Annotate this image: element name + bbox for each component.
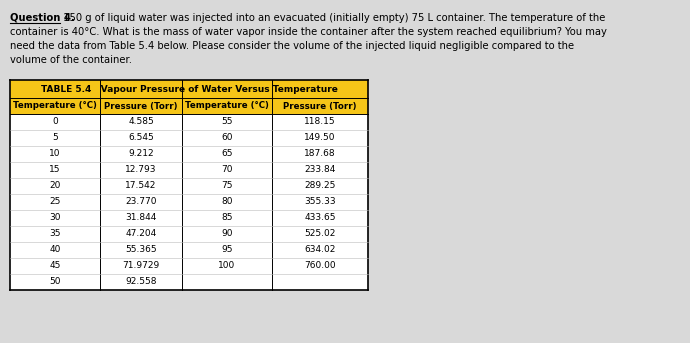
Text: 187.68: 187.68 — [304, 150, 336, 158]
Text: 40: 40 — [49, 246, 61, 255]
Text: 118.15: 118.15 — [304, 118, 336, 127]
Text: 85: 85 — [221, 213, 233, 223]
Text: 149.50: 149.50 — [304, 133, 336, 142]
Text: 75: 75 — [221, 181, 233, 190]
Text: 55.365: 55.365 — [125, 246, 157, 255]
Text: 100: 100 — [218, 261, 235, 271]
Text: 47.204: 47.204 — [126, 229, 157, 238]
Text: need the data from Table 5.4 below. Please consider the volume of the injected l: need the data from Table 5.4 below. Plea… — [10, 41, 574, 51]
Text: Pressure (Torr): Pressure (Torr) — [284, 102, 357, 110]
Text: Temperature (°C): Temperature (°C) — [185, 102, 269, 110]
Text: 25: 25 — [49, 198, 61, 206]
Text: Temperature (°C): Temperature (°C) — [13, 102, 97, 110]
Text: 95: 95 — [221, 246, 233, 255]
Text: 355.33: 355.33 — [304, 198, 336, 206]
Text: container is 40°C. What is the mass of water vapor inside the container after th: container is 40°C. What is the mass of w… — [10, 27, 607, 37]
Text: 71.9729: 71.9729 — [122, 261, 159, 271]
Text: 30: 30 — [49, 213, 61, 223]
Text: 289.25: 289.25 — [304, 181, 336, 190]
Text: 90: 90 — [221, 229, 233, 238]
Text: 433.65: 433.65 — [304, 213, 336, 223]
Bar — [10, 98, 368, 114]
Text: 9.212: 9.212 — [128, 150, 154, 158]
Text: 0: 0 — [52, 118, 58, 127]
Text: 35: 35 — [49, 229, 61, 238]
Text: 6.545: 6.545 — [128, 133, 154, 142]
Text: 60: 60 — [221, 133, 233, 142]
Text: 50: 50 — [49, 277, 61, 286]
Bar — [10, 114, 368, 290]
Text: 525.02: 525.02 — [304, 229, 336, 238]
Text: 55: 55 — [221, 118, 233, 127]
Text: 10: 10 — [49, 150, 61, 158]
Text: 92.558: 92.558 — [126, 277, 157, 286]
Text: 20: 20 — [49, 181, 61, 190]
Text: 70: 70 — [221, 166, 233, 175]
Text: 17.542: 17.542 — [126, 181, 157, 190]
Text: 45: 45 — [49, 261, 61, 271]
Text: 5: 5 — [52, 133, 58, 142]
Text: 31.844: 31.844 — [126, 213, 157, 223]
Text: 80: 80 — [221, 198, 233, 206]
Text: 634.02: 634.02 — [304, 246, 336, 255]
Text: 4.585: 4.585 — [128, 118, 154, 127]
Text: 12.793: 12.793 — [126, 166, 157, 175]
Bar — [10, 80, 368, 98]
Text: Pressure (Torr): Pressure (Torr) — [104, 102, 178, 110]
Text: TABLE 5.4   Vapour Pressure of Water Versus Temperature: TABLE 5.4 Vapour Pressure of Water Versu… — [41, 84, 337, 94]
Text: 15: 15 — [49, 166, 61, 175]
Text: Question 4.: Question 4. — [10, 13, 75, 23]
Text: 23.770: 23.770 — [126, 198, 157, 206]
Text: volume of the container.: volume of the container. — [10, 55, 132, 65]
Text: 233.84: 233.84 — [304, 166, 336, 175]
Text: 760.00: 760.00 — [304, 261, 336, 271]
Text: 65: 65 — [221, 150, 233, 158]
Text: 150 g of liquid water was injected into an evacuated (initially empty) 75 L cont: 150 g of liquid water was injected into … — [60, 13, 605, 23]
